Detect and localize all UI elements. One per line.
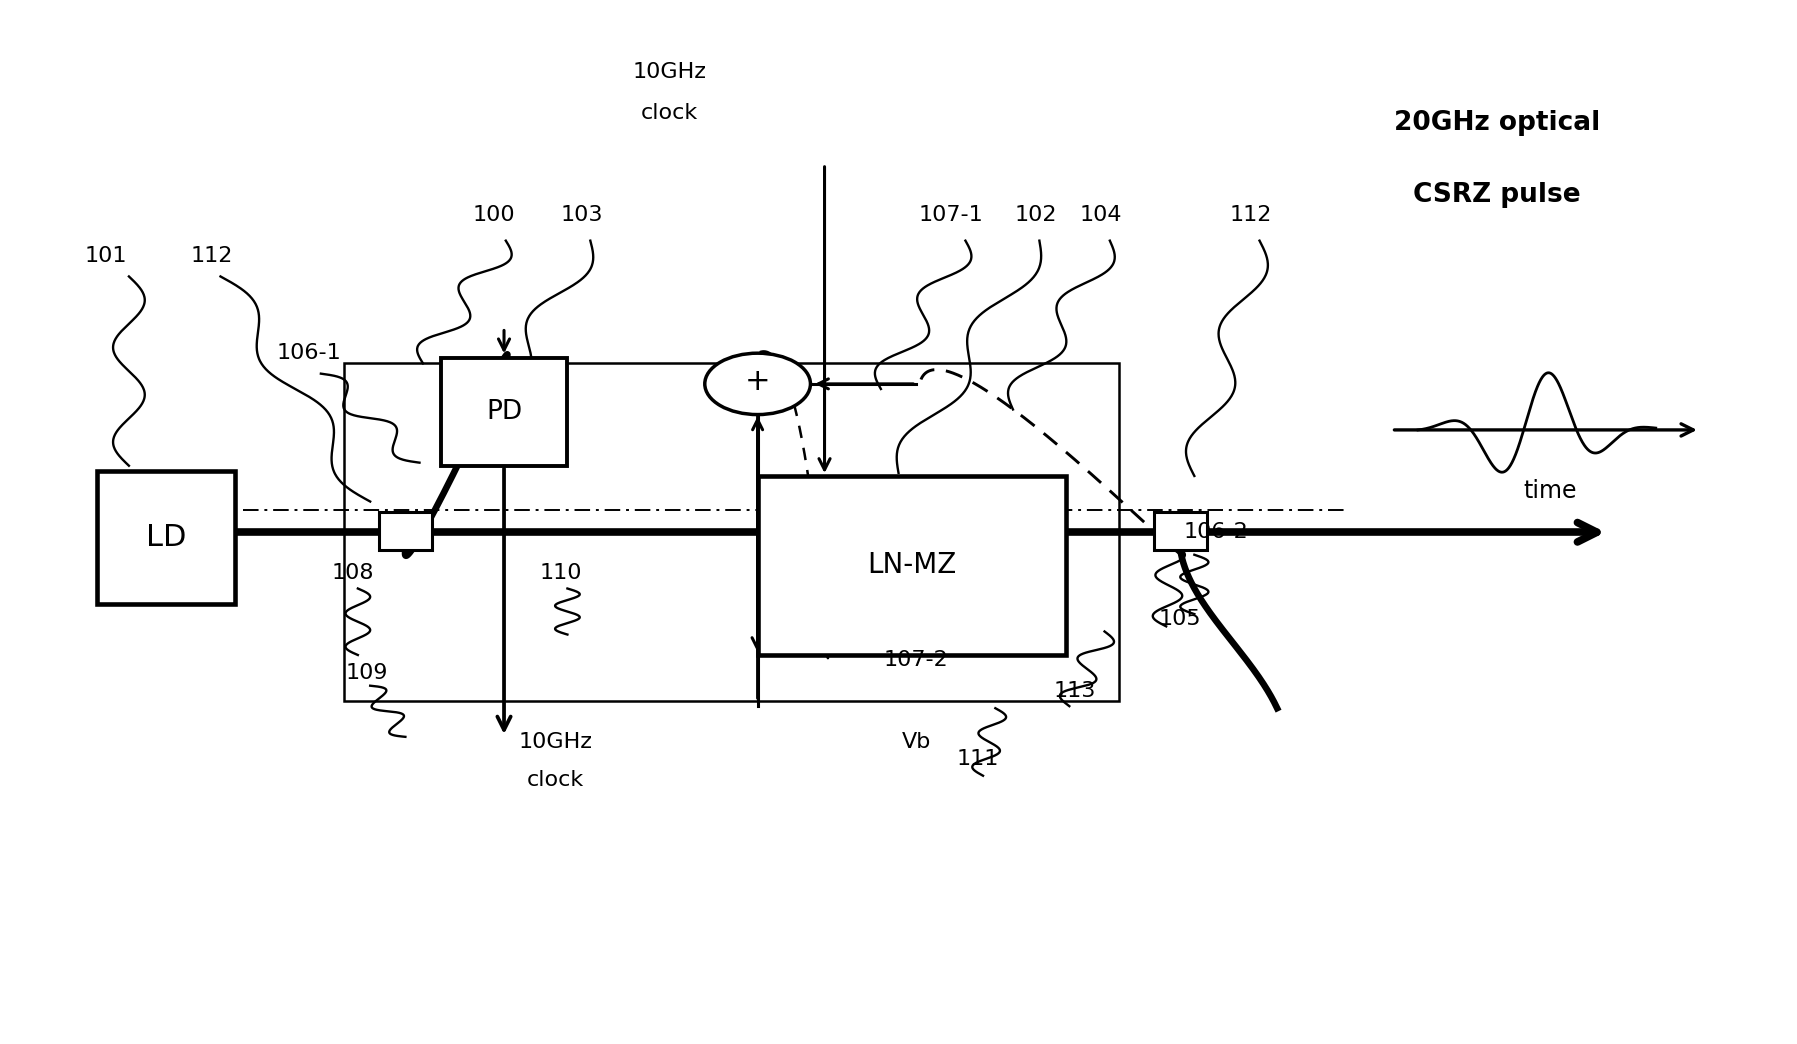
Text: 100: 100 — [473, 205, 514, 226]
Bar — [440, 358, 568, 466]
Bar — [97, 471, 235, 603]
Text: LN-MZ: LN-MZ — [868, 551, 956, 579]
Text: 110: 110 — [539, 563, 582, 584]
Text: LD: LD — [146, 523, 187, 552]
Text: Vb: Vb — [902, 732, 931, 752]
Text: 106-2: 106-2 — [1182, 522, 1247, 542]
Bar — [758, 476, 1066, 655]
Text: 10GHz: 10GHz — [518, 732, 591, 752]
Text: 112: 112 — [190, 246, 234, 266]
Text: clock: clock — [642, 102, 699, 123]
Text: 105: 105 — [1159, 610, 1202, 630]
Text: PD: PD — [485, 399, 523, 425]
Text: 103: 103 — [561, 205, 602, 226]
Circle shape — [704, 353, 810, 414]
Text: 101: 101 — [84, 246, 128, 266]
Text: +: + — [744, 367, 771, 397]
Text: 108: 108 — [331, 563, 374, 584]
Text: 113: 113 — [1053, 681, 1096, 701]
Text: clock: clock — [527, 769, 584, 790]
Text: 107-2: 107-2 — [884, 650, 949, 670]
Text: 106-1: 106-1 — [277, 343, 341, 363]
Text: CSRZ pulse: CSRZ pulse — [1414, 182, 1581, 208]
Text: 109: 109 — [345, 663, 388, 684]
Text: 20GHz optical: 20GHz optical — [1394, 110, 1601, 136]
Bar — [379, 512, 431, 549]
Text: 104: 104 — [1080, 205, 1123, 226]
Bar — [1154, 512, 1208, 549]
Text: 102: 102 — [1015, 205, 1057, 226]
Text: 111: 111 — [956, 750, 999, 769]
Text: time: time — [1524, 479, 1576, 503]
Text: 107-1: 107-1 — [918, 205, 983, 226]
Bar — [343, 363, 1118, 702]
Text: 10GHz: 10GHz — [633, 62, 706, 81]
Text: 112: 112 — [1229, 205, 1272, 226]
